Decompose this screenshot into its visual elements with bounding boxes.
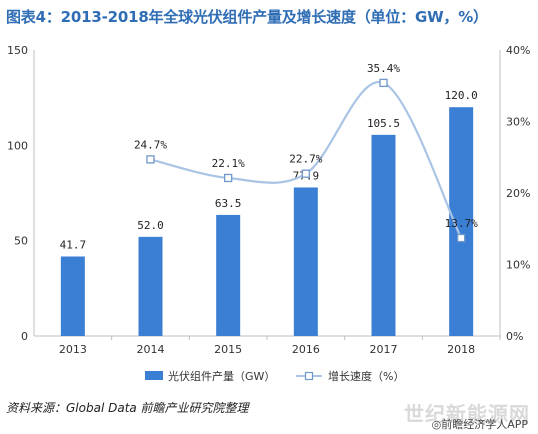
legend-line-label: 增长速度（%）	[328, 369, 404, 383]
growth-rate-marker	[301, 169, 310, 178]
x-tick-label: 2013	[59, 343, 87, 356]
growth-rate-label: 22.7%	[289, 153, 322, 166]
x-tick-label: 2015	[214, 343, 242, 356]
growth-rate-marker	[146, 155, 155, 164]
watermark-app: ◎前瞻经济学人APP	[431, 418, 528, 431]
bar	[293, 187, 318, 336]
growth-rate-marker	[457, 233, 466, 243]
bar	[138, 236, 163, 336]
bar	[60, 256, 85, 336]
bar	[371, 134, 396, 336]
growth-rate-marker	[224, 173, 233, 183]
x-tick-label: 2017	[370, 343, 398, 356]
y-right-tick-label: 0%	[506, 330, 523, 343]
growth-rate-label: 35.4%	[367, 62, 400, 75]
bar-value-label: 120.0	[445, 89, 478, 102]
y-left-tick-label: 50	[14, 235, 28, 248]
source-note: 资料来源：Global Data 前瞻产业研究院整理	[6, 401, 249, 415]
y-right-tick-label: 10%	[506, 259, 530, 272]
growth-rate-marker	[379, 78, 388, 88]
chart-title: 图表4：2013-2018年全球光伏组件产量及增长速度（单位：GW，%）	[6, 8, 488, 26]
x-tick-label: 2014	[137, 343, 165, 356]
y-left-tick-label: 100	[7, 139, 28, 152]
watermark-text: 世纪新能源网	[404, 402, 530, 426]
y-left-tick-label: 150	[7, 44, 28, 57]
y-right-tick-label: 20%	[506, 187, 530, 200]
legend-bar-swatch	[145, 371, 163, 380]
growth-rate-line	[150, 80, 463, 239]
bar	[216, 214, 241, 336]
bar-value-label: 63.5	[215, 197, 242, 210]
x-tick-label: 2016	[292, 343, 320, 356]
y-right-tick-label: 40%	[506, 44, 530, 57]
growth-rate-label: 22.1%	[212, 157, 245, 170]
growth-rate-label: 24.7%	[134, 138, 167, 151]
y-right-tick-label: 30%	[506, 116, 530, 129]
growth-rate-label: 13.7%	[445, 217, 478, 230]
bar-value-label: 41.7	[60, 238, 87, 251]
bar-value-label: 105.5	[367, 117, 400, 130]
x-tick-label: 2018	[447, 343, 475, 356]
bar-value-label: 52.0	[137, 219, 164, 232]
legend-bar-label: 光伏组件产量（GW）	[168, 369, 275, 383]
y-left-tick-label: 0	[21, 330, 28, 343]
legend-line-marker	[304, 371, 314, 381]
